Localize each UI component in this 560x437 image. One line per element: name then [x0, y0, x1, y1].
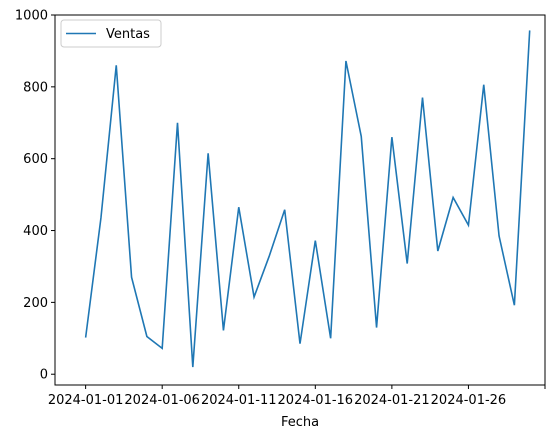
x-tick-label: 2024-01-11: [201, 393, 277, 408]
x-tick-label: 2024-01-16: [278, 393, 354, 408]
x-tick-label: 2024-01-21: [354, 393, 430, 408]
y-tick-label: 1000: [15, 9, 48, 24]
x-axis-ticks: 2024-01-01 2024-01-06 2024-01-11 2024-01-16…: [48, 385, 546, 408]
y-tick-label: 200: [23, 296, 48, 311]
plot-area: [84, 30, 531, 368]
x-tick-label: 2024-01-06: [124, 393, 200, 408]
x-axis-label: Fecha: [281, 415, 319, 430]
y-axis-ticks: 0 200 400 600 800 1000: [15, 9, 55, 383]
x-tick-label: 2024-01-26: [431, 393, 507, 408]
y-tick-label: 0: [40, 368, 48, 383]
legend-box: [60, 19, 162, 48]
axes-frame: [54, 14, 546, 386]
y-tick-label: 800: [23, 80, 48, 95]
x-tick-label: 2024-01-01: [48, 393, 124, 408]
legend: Ventas: [60, 19, 162, 48]
y-tick-label: 600: [23, 152, 48, 167]
legend-label-ventas: Ventas: [106, 27, 150, 42]
series-line-0: [84, 30, 531, 368]
y-tick-label: 400: [23, 224, 48, 239]
